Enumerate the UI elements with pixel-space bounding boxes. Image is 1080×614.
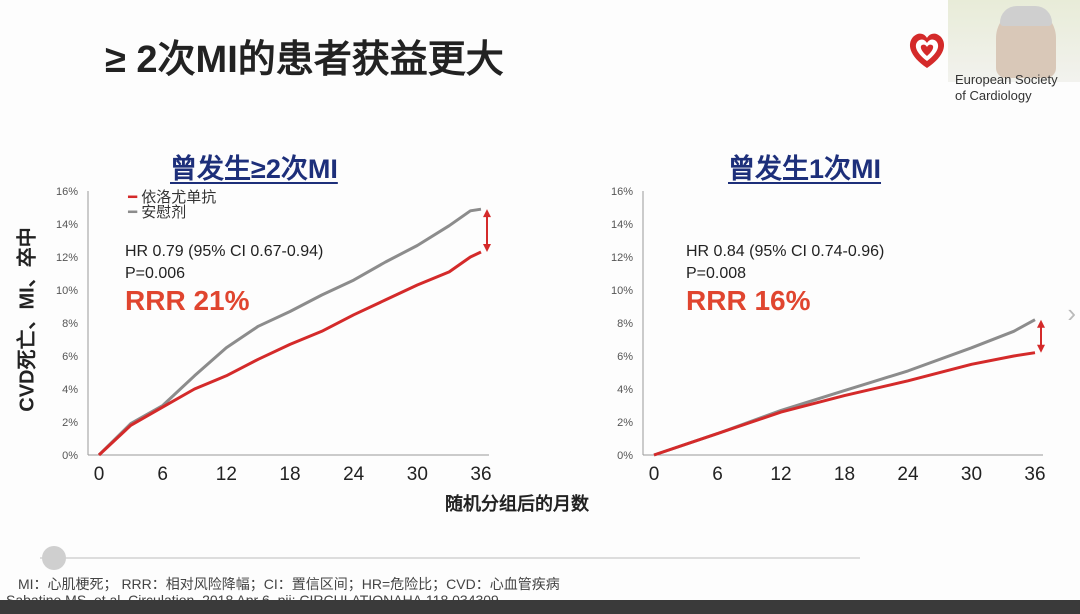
x-tick-label: 24 (343, 464, 365, 485)
y-tick-label: 2% (62, 417, 78, 429)
x-tick-label: 0 (94, 464, 105, 485)
y-tick-label: 4% (62, 384, 78, 396)
left-p: P=0.006 (125, 265, 186, 282)
y-tick-label: 14% (611, 219, 633, 231)
x-tick-label: 6 (712, 464, 723, 485)
esc-logo-text-1: European Society (955, 72, 1058, 87)
speaker-hair (1000, 6, 1052, 26)
esc-logo-text-2: of Cardiology (955, 88, 1032, 103)
x-tick-label: 36 (1024, 464, 1045, 485)
esc-heart-logo-icon (909, 33, 945, 68)
video-progress-track[interactable] (40, 557, 860, 559)
video-bottom-bar (0, 600, 1080, 614)
left-rrr: RRR 21% (125, 285, 250, 316)
right-stats: HR 0.84 (95% CI 0.74-0.96) P=0.008 (686, 241, 884, 285)
x-tick-label: 6 (157, 464, 168, 485)
legend-item-treatment: ━ 依洛尤单抗 (128, 189, 217, 206)
speaker-video-overlay[interactable] (948, 0, 1080, 82)
x-tick-label: 18 (279, 464, 300, 485)
right-panel-title: 曾发生1次MI (728, 154, 882, 184)
y-tick-label: 0% (617, 450, 633, 462)
left-hr: HR 0.79 (95% CI 0.67-0.94) (125, 243, 324, 260)
series-line-依洛尤单抗 (97, 250, 482, 457)
y-tick-label: 10% (611, 285, 633, 297)
right-rrr: RRR 16% (686, 285, 811, 316)
x-tick-label: 24 (897, 464, 919, 485)
y-tick-label: 8% (62, 318, 78, 330)
right-hr: HR 0.84 (95% CI 0.74-0.96) (686, 243, 885, 260)
y-tick-label: 14% (56, 219, 78, 231)
y-tick-label: 12% (611, 252, 633, 264)
legend-label-treatment: 依洛尤单抗 (141, 189, 217, 206)
x-tick-label: 12 (216, 464, 237, 485)
legend-label-placebo: 安慰剂 (141, 204, 187, 221)
x-tick-label: 12 (770, 464, 791, 485)
series-line-依洛尤单抗 (653, 351, 1036, 457)
x-tick-label: 30 (961, 464, 982, 485)
x-axis-label: 随机分组后的月数 (445, 494, 589, 514)
y-tick-label: 2% (617, 417, 633, 429)
y-tick-label: 0% (62, 450, 78, 462)
legend: ━ 依洛尤单抗 ━ 安慰剂 (128, 190, 216, 220)
next-slide-chevron-icon[interactable]: › (1067, 298, 1076, 328)
chart-panel-0: 0% 2% 4% 6% 8% 10% 12% 14% 16% 0 6 12 18 24 30 36 (56, 186, 492, 485)
video-progress-handle[interactable] (42, 546, 66, 570)
y-tick-label: 4% (617, 384, 633, 396)
x-tick-label: 18 (834, 464, 855, 485)
footnote-abbreviations: MI：心肌梗死； RRR：相对风险降幅；CI：置信区间；HR=危险比；CVD：心… (18, 576, 560, 592)
y-tick-label: 6% (617, 351, 633, 363)
left-panel-title: 曾发生≥2次MI (170, 154, 338, 184)
x-tick-label: 0 (649, 464, 660, 485)
difference-arrowheads (1037, 319, 1045, 353)
series-line-安慰剂 (97, 207, 482, 457)
x-tick-label: 30 (407, 464, 428, 485)
y-tick-label: 8% (617, 318, 633, 330)
slide-title: ≥ 2次MI的患者获益更大 (105, 39, 504, 81)
left-stats: HR 0.79 (95% CI 0.67-0.94) P=0.006 (125, 241, 323, 285)
chart-panel-1: 0% 2% 4% 6% 8% 10% 12% 14% 16% 0 6 12 18 24 30 36 (611, 186, 1046, 485)
right-p: P=0.008 (686, 265, 747, 282)
y-tick-label: 12% (56, 252, 78, 264)
y-tick-label: 6% (62, 351, 78, 363)
legend-item-placebo: ━ 安慰剂 (128, 204, 187, 221)
y-tick-label: 10% (56, 285, 78, 297)
x-tick-label: 36 (470, 464, 491, 485)
y-tick-label: 16% (56, 186, 78, 198)
y-tick-label: 16% (611, 186, 633, 198)
